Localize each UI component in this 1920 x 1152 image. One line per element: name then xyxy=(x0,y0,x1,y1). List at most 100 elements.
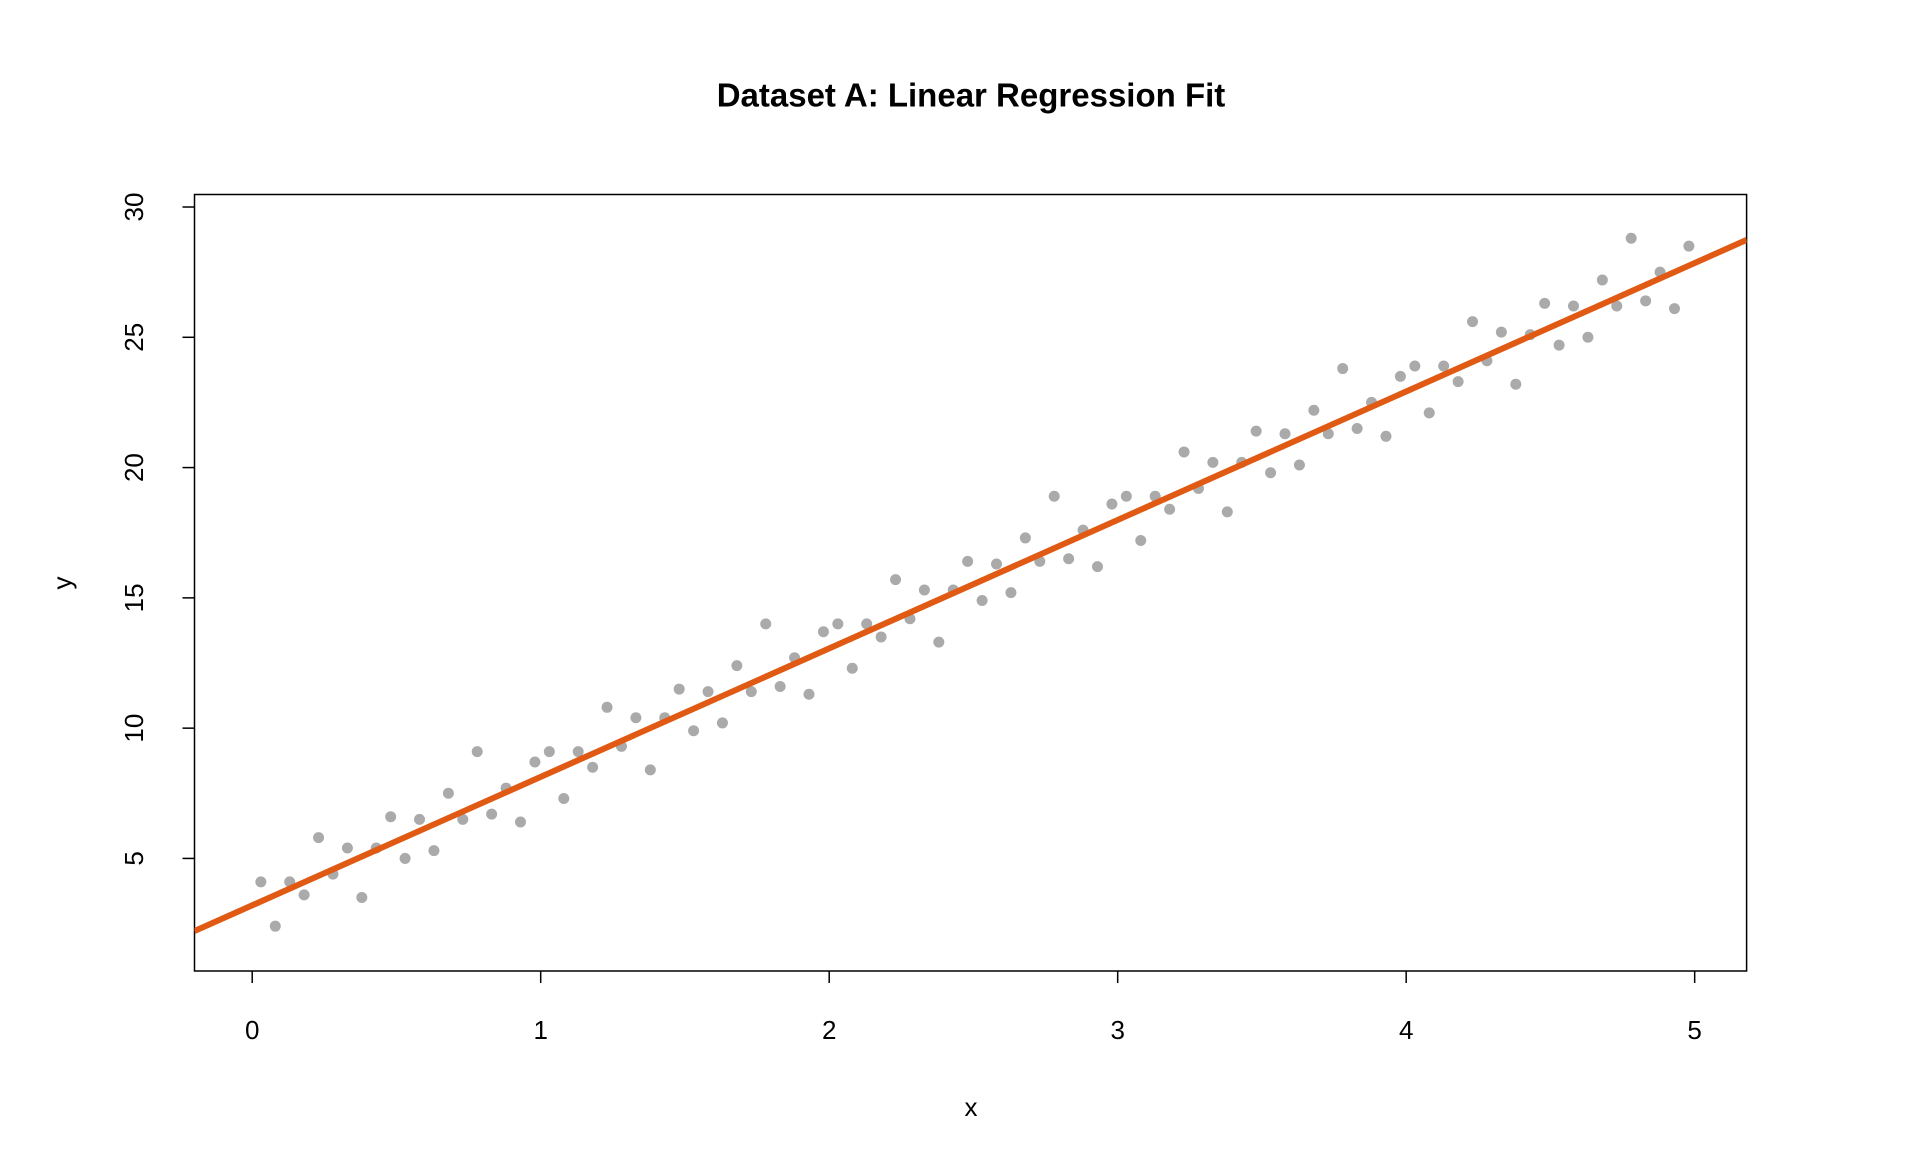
x-tick-label: 0 xyxy=(245,1015,259,1045)
data-point xyxy=(1207,456,1219,468)
data-point xyxy=(1164,503,1176,515)
data-point xyxy=(716,717,728,729)
data-point xyxy=(1409,360,1421,372)
data-point xyxy=(644,764,656,776)
data-point xyxy=(1568,300,1580,312)
y-tick-label: 30 xyxy=(119,193,149,222)
x-tick-label: 4 xyxy=(1399,1015,1413,1045)
data-point xyxy=(1337,363,1349,375)
data-point xyxy=(341,842,353,854)
data-point xyxy=(1250,425,1262,437)
data-point xyxy=(1683,240,1695,252)
data-point xyxy=(1553,339,1565,351)
y-tick-label: 15 xyxy=(119,583,149,612)
data-point xyxy=(298,889,310,901)
data-point xyxy=(1322,428,1334,440)
data-point xyxy=(933,636,945,648)
data-point xyxy=(745,686,757,698)
data-point xyxy=(630,712,642,724)
y-axis-label: y xyxy=(47,577,77,590)
data-point xyxy=(861,618,873,630)
data-point xyxy=(1452,376,1464,388)
data-point xyxy=(558,793,570,805)
y-tick-label: 20 xyxy=(119,453,149,482)
data-point xyxy=(1048,490,1060,502)
data-point xyxy=(976,594,988,606)
data-point xyxy=(385,811,397,823)
data-point xyxy=(846,662,858,674)
data-point xyxy=(587,761,599,773)
x-axis-label: x xyxy=(965,1092,978,1122)
data-point xyxy=(1135,535,1147,547)
data-point xyxy=(1221,506,1233,518)
data-point xyxy=(832,618,844,630)
y-tick-label: 25 xyxy=(119,323,149,352)
data-point xyxy=(457,813,469,825)
data-point xyxy=(702,686,714,698)
data-point xyxy=(514,816,526,828)
data-point xyxy=(673,683,685,695)
data-point xyxy=(1019,532,1031,544)
data-point xyxy=(471,746,483,758)
data-point xyxy=(1467,316,1479,328)
data-point xyxy=(601,701,613,713)
data-point xyxy=(1394,370,1406,382)
data-point xyxy=(688,725,700,737)
data-point xyxy=(1510,378,1522,390)
data-point xyxy=(890,574,902,586)
data-point xyxy=(414,813,426,825)
data-point xyxy=(1063,553,1075,565)
data-point xyxy=(962,555,974,567)
x-tick-label: 1 xyxy=(533,1015,547,1045)
data-point xyxy=(1178,446,1190,458)
data-point xyxy=(1106,498,1118,510)
data-point xyxy=(1640,295,1652,307)
x-tick-label: 5 xyxy=(1687,1015,1701,1045)
data-point xyxy=(1351,422,1363,434)
y-tick-label: 5 xyxy=(119,851,149,865)
chart-title: Dataset A: Linear Regression Fit xyxy=(717,77,1226,114)
data-point xyxy=(269,920,281,932)
data-point xyxy=(760,618,772,630)
data-point xyxy=(356,892,368,904)
data-point xyxy=(1539,297,1551,309)
data-point xyxy=(1091,561,1103,573)
plot-frame xyxy=(193,193,1748,972)
data-point xyxy=(1596,274,1608,286)
data-point xyxy=(1380,430,1392,442)
data-point xyxy=(991,558,1003,570)
data-point xyxy=(1582,331,1594,343)
data-point xyxy=(1611,300,1623,312)
data-point xyxy=(1495,326,1507,338)
data-point xyxy=(428,845,440,857)
data-point xyxy=(1005,587,1017,599)
data-point xyxy=(1120,490,1132,502)
data-point xyxy=(1308,404,1320,416)
data-point xyxy=(774,680,786,692)
data-point xyxy=(1625,232,1637,244)
data-point xyxy=(817,626,829,638)
x-tick-label: 3 xyxy=(1110,1015,1124,1045)
data-point xyxy=(529,756,541,768)
x-tick-label: 2 xyxy=(822,1015,836,1045)
data-point xyxy=(875,631,887,643)
data-point xyxy=(1265,467,1277,479)
regression-line xyxy=(194,237,1747,934)
data-point xyxy=(803,688,815,700)
data-point xyxy=(918,584,930,596)
y-tick-label: 10 xyxy=(119,714,149,743)
data-point xyxy=(486,808,498,820)
data-point xyxy=(731,660,743,672)
data-point xyxy=(1423,407,1435,419)
data-point xyxy=(1279,428,1291,440)
data-point xyxy=(572,746,584,758)
data-point xyxy=(1438,360,1450,372)
data-point xyxy=(255,876,267,888)
data-point xyxy=(442,787,454,799)
data-point xyxy=(399,852,411,864)
data-point xyxy=(313,832,325,844)
data-point xyxy=(543,746,555,758)
data-point xyxy=(1668,303,1680,315)
